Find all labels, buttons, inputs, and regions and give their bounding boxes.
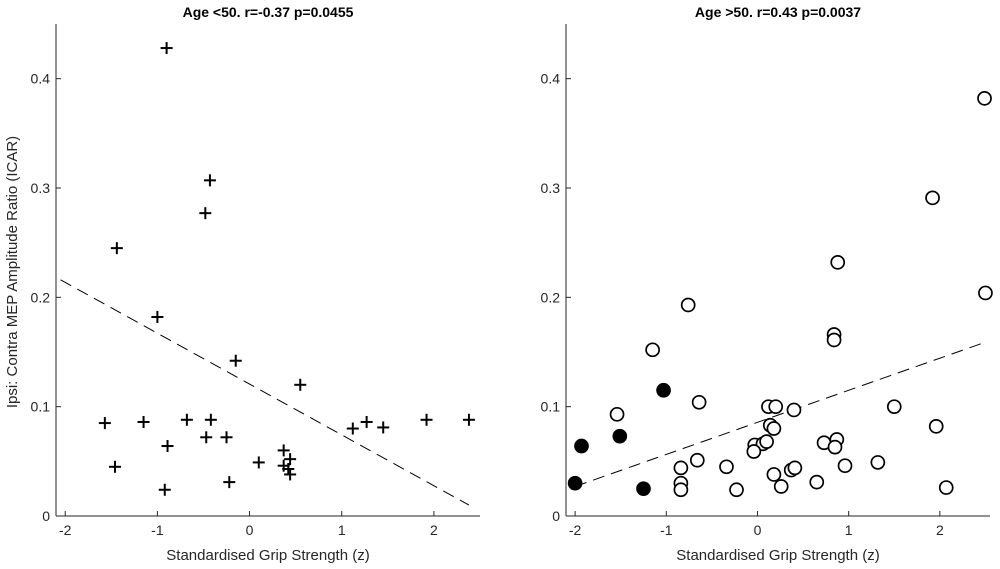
left-x-tick-label: -1 (151, 522, 164, 538)
open-circle-marker (928, 418, 944, 434)
left-axes: -2 -1 0 1 2 0 0.1 0.2 0.3 0.4 (31, 24, 480, 538)
filled-circle-marker (656, 382, 671, 398)
open-circle-marker (886, 399, 902, 415)
right-y-tick-label: 0 (552, 508, 560, 524)
left-x-tick-label: 0 (246, 522, 254, 538)
open-circle-marker (786, 402, 802, 418)
open-circle-marker (870, 455, 886, 470)
open-circle-marker (729, 482, 744, 498)
right-y-tick-label: 0.3 (541, 180, 561, 196)
plus-marker (277, 444, 290, 457)
plus-marker (204, 413, 217, 426)
plus-marker (200, 431, 213, 444)
right-y-tick-label: 0.1 (541, 399, 561, 415)
open-circle-marker (978, 285, 993, 301)
open-circle-marker (691, 394, 707, 410)
plus-marker (346, 422, 359, 435)
right-x-tick-label: -1 (660, 522, 673, 538)
plus-marker (160, 42, 173, 55)
open-circle-marker (773, 479, 789, 494)
right-regression-line (574, 341, 986, 487)
filled-circle-marker (612, 428, 628, 444)
plus-marker (180, 413, 193, 426)
open-circle-marker (689, 452, 705, 468)
open-circle-marker (809, 474, 825, 490)
open-circle-marker (826, 332, 842, 348)
right-chart-title: Age >50. r=0.43 p=0.0037 (695, 4, 861, 20)
plus-marker (203, 174, 216, 187)
plus-marker (199, 207, 212, 220)
plus-marker (462, 413, 475, 426)
left-fit-line (60, 279, 470, 506)
plus-marker (284, 453, 297, 466)
left-y-axis-label: Ipsi: Contra MEP Amplitude Ratio (ICAR) (4, 136, 21, 408)
left-regression-line (60, 279, 470, 506)
plus-marker (223, 476, 236, 489)
plus-marker (151, 311, 164, 324)
left-y-tick-label: 0.3 (31, 180, 51, 196)
open-circle-marker (925, 190, 940, 206)
open-circle-marker (787, 460, 803, 476)
open-circle-marker (837, 458, 853, 474)
left-x-axis-label: Standardised Grip Strength (z) (166, 547, 369, 564)
open-circle-marker (719, 459, 734, 475)
open-circle-marker (977, 90, 992, 106)
right-scatter-panel: Age >50. r=0.43 p=0.0037 Standardised Gr… (541, 4, 993, 564)
left-x-tick-label: 2 (430, 522, 438, 538)
open-circle-marker (673, 482, 689, 498)
right-y-tick-label: 0.4 (541, 71, 561, 87)
plus-marker (98, 417, 111, 430)
plus-marker (282, 462, 295, 475)
filled-circle-marker (574, 438, 589, 454)
right-x-tick-label: 0 (754, 522, 762, 538)
left-y-tick-label: 0.4 (31, 71, 51, 87)
plus-marker (158, 483, 171, 496)
open-circle-marker (768, 399, 784, 415)
left-scatter-panel: Age <50. r=-0.37 p=0.0455 Ipsi: Contra M… (4, 4, 480, 564)
right-y-tick-label: 0.2 (541, 289, 561, 305)
plus-marker (137, 415, 150, 428)
plus-marker (252, 456, 265, 469)
plus-marker (220, 431, 233, 444)
right-axes: -2 -1 0 1 2 0 0.1 0.2 0.3 0.4 (541, 24, 990, 538)
plus-marker (377, 421, 390, 434)
plus-marker (360, 415, 373, 428)
left-y-tick-label: 0.2 (31, 289, 51, 305)
open-circle-marker (827, 439, 843, 455)
plus-marker (284, 468, 297, 481)
open-circle-marker (766, 421, 782, 436)
plus-marker (108, 460, 121, 473)
right-x-tick-label: -2 (569, 522, 582, 538)
open-circle-marker (746, 444, 762, 459)
plus-marker (110, 242, 123, 255)
left-y-tick-label: 0.1 (31, 399, 51, 415)
left-chart-title: Age <50. r=-0.37 p=0.0455 (183, 4, 354, 20)
right-x-tick-label: 1 (845, 522, 853, 538)
open-circle-marker (766, 467, 782, 482)
right-fit-line (574, 341, 986, 487)
open-circle-marker (645, 342, 660, 358)
left-x-tick-label: 1 (338, 522, 346, 538)
open-circle-marker (680, 297, 696, 313)
open-circle-marker (938, 480, 954, 495)
open-circle-marker (830, 254, 846, 270)
left-data-points (98, 42, 475, 496)
open-circle-marker (759, 434, 774, 450)
right-x-tick-label: 2 (936, 522, 944, 538)
plus-marker (229, 354, 242, 367)
plus-marker (161, 440, 174, 453)
left-x-tick-label: -2 (59, 522, 72, 538)
filled-circle-marker (636, 481, 651, 497)
plus-marker (420, 413, 433, 426)
left-y-tick-label: 0 (42, 508, 50, 524)
right-x-axis-label: Standardised Grip Strength (z) (676, 547, 879, 564)
open-circle-marker (673, 460, 689, 476)
filled-circle-marker (567, 475, 583, 491)
plus-marker (294, 378, 307, 391)
right-data-points (567, 90, 993, 498)
open-circle-marker (609, 406, 625, 422)
